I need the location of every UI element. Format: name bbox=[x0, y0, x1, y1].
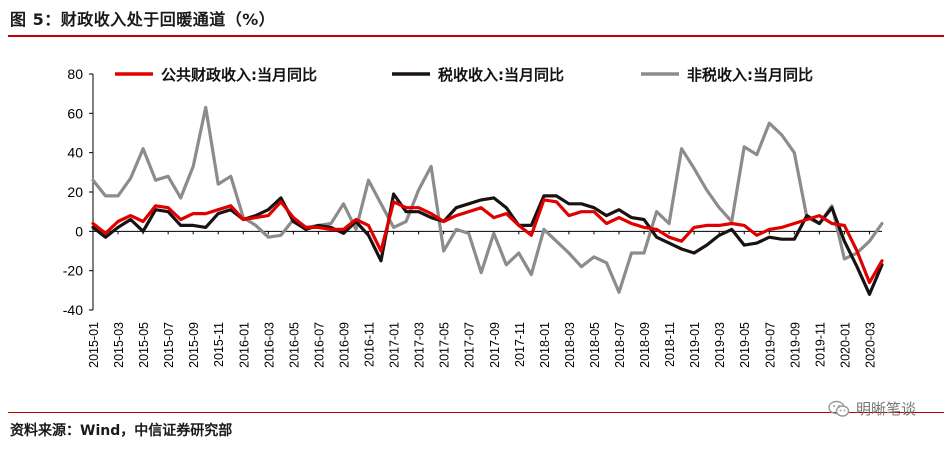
x-tick-label: 2017-05 bbox=[438, 322, 452, 368]
watermark: 明晰笔谈 bbox=[828, 398, 916, 419]
x-tick-label: 2016-01 bbox=[237, 322, 251, 368]
x-tick-label: 2018-09 bbox=[638, 322, 652, 368]
x-tick-label: 2017-03 bbox=[413, 322, 427, 368]
y-tick-label: 20 bbox=[67, 184, 83, 200]
y-tick-label: 0 bbox=[75, 223, 83, 239]
x-tick-label: 2019-05 bbox=[738, 322, 752, 368]
line-chart: -40 -20 0 20 40 60 80 2015-01 2015-03 2015-05 2015… bbox=[63, 66, 884, 368]
legend-label-2: 税收收入:当月同比 bbox=[438, 66, 564, 84]
x-tick-label: 2019-07 bbox=[763, 322, 777, 368]
source-note: 资料来源：Wind，中信证券研究部 bbox=[10, 423, 233, 439]
x-tick-label: 2015-09 bbox=[187, 322, 201, 368]
legend-label-1: 公共财政收入:当月同比 bbox=[161, 66, 317, 84]
chart-legend: 公共财政收入:当月同比 税收收入:当月同比 非税收入:当月同比 bbox=[115, 66, 813, 84]
x-tick-label: 2016-09 bbox=[337, 322, 351, 368]
y-tick-label: -20 bbox=[63, 263, 83, 279]
x-tick-label: 2017-01 bbox=[388, 322, 402, 368]
x-tick-label: 2017-11 bbox=[513, 322, 527, 367]
x-tick-label: 2016-11 bbox=[363, 322, 377, 367]
x-tick-label: 2018-07 bbox=[613, 322, 627, 368]
x-tick-label: 2015-05 bbox=[137, 322, 151, 368]
x-tick-label: 2015-01 bbox=[87, 322, 101, 368]
series-line-3 bbox=[91, 105, 884, 294]
y-tick-label: -40 bbox=[63, 302, 83, 318]
x-tick-label: 2019-09 bbox=[788, 322, 802, 368]
source-divider bbox=[8, 412, 944, 413]
x-tick-label: 2015-07 bbox=[162, 322, 176, 368]
x-tick-label: 2016-05 bbox=[287, 322, 301, 368]
series-line-2 bbox=[91, 192, 884, 296]
chart-series bbox=[91, 105, 884, 296]
figure-title: 图 5：财政收入处于回暖通道（%） bbox=[10, 10, 276, 29]
title-divider bbox=[8, 35, 944, 37]
y-tick-label: 80 bbox=[67, 66, 83, 82]
x-tick-label: 2018-05 bbox=[588, 322, 602, 368]
wechat-icon bbox=[828, 400, 850, 417]
x-tick-label: 2017-07 bbox=[463, 322, 477, 368]
x-tick-label: 2018-03 bbox=[563, 322, 577, 368]
x-tick-label: 2018-11 bbox=[663, 322, 677, 367]
series-line-1 bbox=[91, 198, 884, 285]
x-tick-label: 2019-11 bbox=[813, 322, 827, 367]
x-tick-label: 2016-03 bbox=[262, 322, 276, 368]
x-tick-label: 2015-03 bbox=[112, 322, 126, 368]
chart-axes: -40 -20 0 20 40 60 80 2015-01 2015-03 2015-05 2015… bbox=[63, 66, 882, 368]
y-tick-label: 40 bbox=[67, 145, 83, 161]
x-tick-label: 2018-01 bbox=[538, 322, 552, 368]
watermark-text: 明晰笔谈 bbox=[855, 400, 916, 418]
x-tick-label: 2019-01 bbox=[688, 322, 702, 368]
x-tick-label: 2020-01 bbox=[838, 322, 852, 368]
x-tick-label: 2019-03 bbox=[713, 322, 727, 368]
x-tick-label: 2015-11 bbox=[212, 322, 226, 367]
legend-label-3: 非税收入:当月同比 bbox=[687, 66, 813, 84]
x-tick-label: 2017-09 bbox=[488, 322, 502, 368]
x-tick-label: 2016-07 bbox=[312, 322, 326, 368]
x-tick-label: 2020-03 bbox=[863, 322, 877, 368]
y-tick-label: 60 bbox=[67, 105, 83, 121]
